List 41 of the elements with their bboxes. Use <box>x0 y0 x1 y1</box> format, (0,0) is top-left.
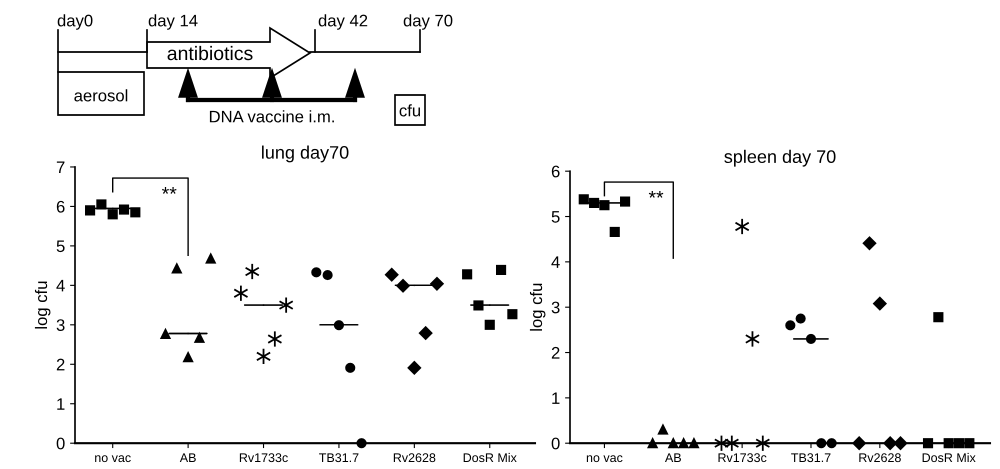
y-tick-label: 4 <box>56 280 65 292</box>
y-tick-label: 1 <box>57 398 64 410</box>
y-tick-label: 2 <box>552 346 560 359</box>
x-tick-label: TB31.7 <box>319 453 358 462</box>
y-tick-label: 7 <box>56 162 64 174</box>
x-tick-label: DosR Mix <box>464 452 517 462</box>
y-tick-label: 6 <box>56 200 65 213</box>
y-axis-title: log cfu <box>530 284 546 331</box>
x-tick-label: DosR Mix <box>922 452 976 462</box>
x-tick-label: Rv1733c <box>718 453 766 462</box>
text: antibiotics <box>168 46 253 60</box>
text: day 14 <box>148 14 198 30</box>
y-tick-label: 4 <box>551 256 560 268</box>
text: day0 <box>58 14 92 30</box>
y-tick-label: 1 <box>552 392 560 404</box>
y-tick-label: 5 <box>56 240 65 252</box>
text: day 70 <box>404 14 452 30</box>
x-tick-label: TB31.7 <box>791 453 831 462</box>
text: day 42 <box>318 14 368 30</box>
y-tick-label: 3 <box>552 302 560 314</box>
chart-title: lung day70 <box>262 146 348 162</box>
y-axis-title: log cfu <box>34 282 50 329</box>
x-tick-label: no vac <box>586 455 623 462</box>
x-tick-label: Rv2628 <box>859 453 901 462</box>
x-tick-label: Rv2628 <box>394 453 436 462</box>
text: aerosol <box>74 89 128 102</box>
annotation: ** <box>162 187 177 194</box>
y-tick-label: 5 <box>552 211 560 223</box>
annotation: ** <box>648 190 664 198</box>
x-tick-label: Rv1733c <box>240 453 288 462</box>
x-tick-label: AB <box>664 453 681 462</box>
text: cfu <box>400 104 420 116</box>
y-tick-label: 0 <box>552 438 560 450</box>
x-tick-label: AB <box>180 453 196 462</box>
text: DNA vaccine i.m. <box>210 110 334 122</box>
y-tick-label: 2 <box>56 358 64 370</box>
chart-title: spleen day 70 <box>724 150 836 167</box>
y-tick-label: 6 <box>552 166 560 178</box>
x-tick-label: no vac <box>95 455 131 462</box>
y-tick-label: 3 <box>56 319 65 332</box>
y-tick-label: 0 <box>56 438 65 450</box>
